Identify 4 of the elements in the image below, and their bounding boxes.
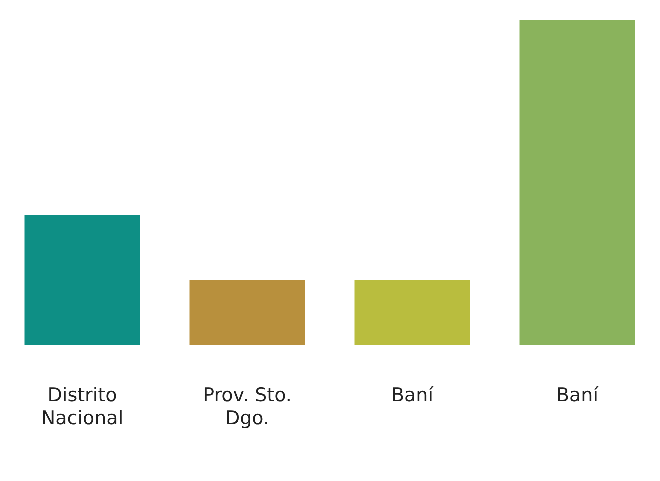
x-tick-label: Baní bbox=[556, 384, 600, 407]
x-tick-label: Baní bbox=[392, 384, 434, 407]
x-tick-label: Distrito Nacional bbox=[41, 384, 124, 430]
x-tick-label: Prov. Sto. Dgo. bbox=[203, 384, 292, 430]
